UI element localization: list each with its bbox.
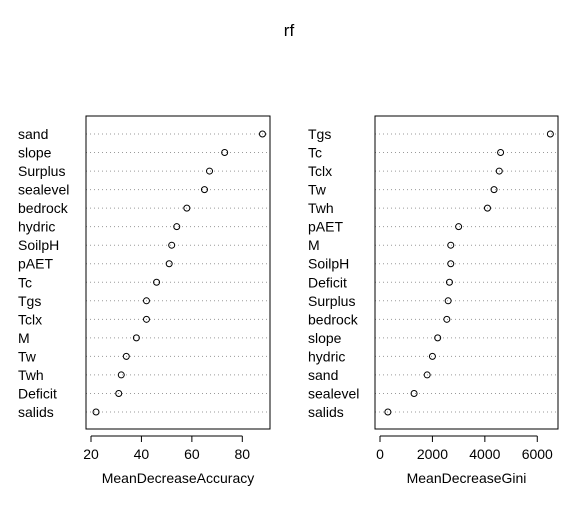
category-label: salids: [18, 404, 54, 420]
data-point: [221, 149, 229, 157]
data-point: [258, 130, 266, 138]
data-point: [165, 260, 173, 268]
data-point: [410, 389, 418, 397]
data-point: [444, 297, 452, 305]
data-point: [384, 408, 392, 416]
data-point: [495, 167, 503, 175]
category-label: Tc: [18, 274, 32, 290]
category-label: sealevel: [18, 182, 69, 198]
data-point: [115, 389, 123, 397]
x-axis-label: MeanDecreaseAccuracy: [102, 470, 255, 486]
x-tick-label: 4000: [469, 446, 500, 462]
category-label: hydric: [308, 348, 345, 364]
data-point: [423, 371, 431, 379]
category-label: SoilpH: [18, 237, 59, 253]
data-point: [117, 371, 125, 379]
accuracy-panel: sand slope Surplus sealevel bedrock hydric Soi…: [18, 115, 271, 486]
data-point: [142, 297, 150, 305]
category-label: Twh: [308, 200, 334, 216]
category-label: slope: [308, 330, 342, 346]
x-tick-label: 20: [83, 446, 99, 462]
x-tick-label: 6000: [522, 446, 553, 462]
category-label: slope: [18, 145, 52, 161]
category-label: Tw: [18, 348, 37, 364]
x-tick-label: 2000: [417, 446, 448, 462]
data-point: [490, 186, 498, 194]
category-label: Tw: [308, 182, 327, 198]
data-point: [497, 149, 505, 157]
category-label: Tgs: [18, 293, 41, 309]
gini-panel: Tgs Tc Tclx Tw Twh pAET M SoilpH Deficit Surplus b…: [308, 115, 559, 486]
data-point: [92, 408, 100, 416]
data-point: [443, 315, 451, 323]
chart-title: rf: [284, 21, 295, 40]
x-tick-label: 40: [134, 446, 150, 462]
x-axis-label: MeanDecreaseGini: [407, 470, 527, 486]
category-label: sand: [18, 126, 48, 142]
data-point: [206, 167, 214, 175]
data-point: [173, 223, 181, 231]
data-point: [132, 334, 140, 342]
data-point: [142, 315, 150, 323]
category-label: hydric: [18, 219, 55, 235]
category-label: salids: [308, 404, 344, 420]
data-point: [447, 241, 455, 249]
data-point: [183, 204, 191, 212]
category-label: Twh: [18, 367, 44, 383]
category-label: Tgs: [308, 126, 331, 142]
category-label: M: [18, 330, 30, 346]
category-label: Deficit: [18, 385, 57, 401]
category-label: sealevel: [308, 385, 359, 401]
data-point: [445, 278, 453, 286]
x-tick-label: 80: [235, 446, 251, 462]
data-point: [168, 241, 176, 249]
data-point: [122, 352, 130, 360]
category-label: SoilpH: [308, 256, 349, 272]
category-label: pAET: [308, 219, 343, 235]
data-point: [428, 352, 436, 360]
category-label: Surplus: [308, 293, 355, 309]
data-point: [447, 260, 455, 268]
category-label: M: [308, 237, 320, 253]
category-label: pAET: [18, 256, 53, 272]
data-point: [200, 186, 208, 194]
data-point: [483, 204, 491, 212]
plot-frame: [374, 115, 559, 430]
category-label: bedrock: [308, 311, 359, 327]
data-point: [153, 278, 161, 286]
category-label: bedrock: [18, 200, 69, 216]
category-label: Tclx: [18, 311, 42, 327]
x-tick-label: 0: [376, 446, 384, 462]
category-label: sand: [308, 367, 338, 383]
category-label: Tclx: [308, 163, 332, 179]
plot-frame: [85, 115, 271, 430]
category-label: Deficit: [308, 274, 347, 290]
category-label: Surplus: [18, 163, 65, 179]
data-point: [546, 130, 554, 138]
data-point: [434, 334, 442, 342]
x-tick-label: 60: [184, 446, 200, 462]
category-label: Tc: [308, 145, 322, 161]
data-point: [455, 223, 463, 231]
